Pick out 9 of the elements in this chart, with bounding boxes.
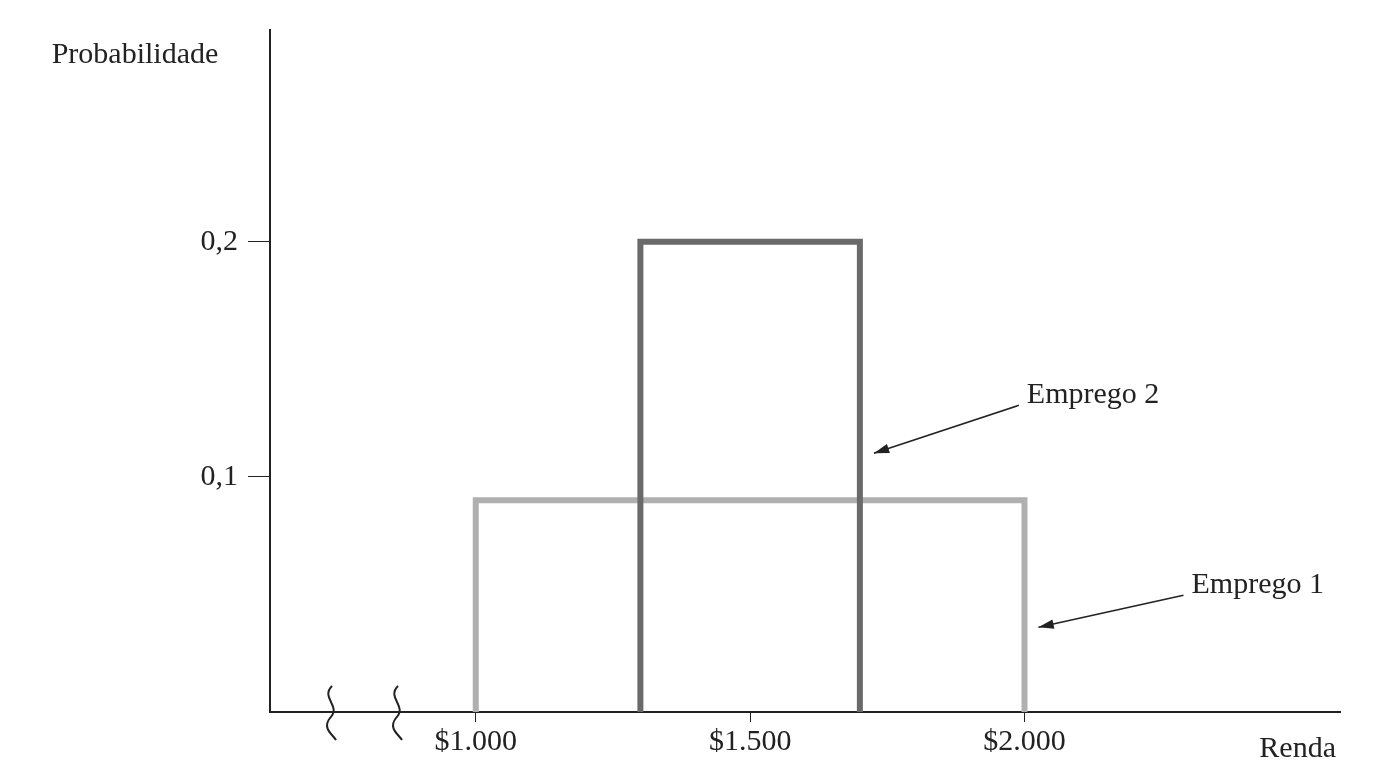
y-axis-title: Probabilidade [51, 35, 219, 69]
y-tick-label: 0,1 [200, 457, 238, 491]
x-tick-label: $2.000 [983, 722, 1066, 756]
text: Emprego 2 [1026, 376, 1160, 410]
y-tick-label: 0,2 [200, 222, 238, 256]
text: Emprego 1 [1191, 566, 1324, 600]
x-axis-title: Renda [1259, 729, 1336, 763]
x-tick-label: $1.500 [708, 722, 792, 756]
x-tick-label: $1.000 [434, 722, 518, 756]
